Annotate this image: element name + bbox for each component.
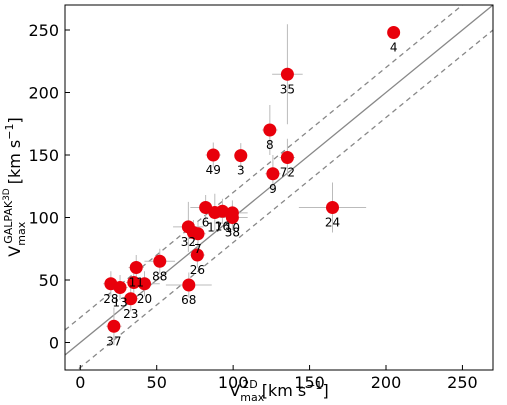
point-label: 4 [390,41,398,55]
point [124,292,138,306]
point-label: 7 [194,242,202,256]
reference-line [76,29,493,370]
x-tick-label: 150 [294,373,325,392]
label-part: max [240,391,264,404]
x-tick-label: 200 [371,373,402,392]
point-label: 6 [202,216,210,230]
point-label: 37 [106,334,121,348]
label-part: −1 [306,379,322,392]
point [326,201,339,214]
point-label: 10 [225,221,240,235]
point-label: 28 [103,292,118,306]
plot-area [65,5,493,370]
label-part: 2D [242,378,257,391]
x-tick-label: 100 [218,373,249,392]
point-label: 72 [280,166,295,180]
point-label: 13 [112,296,127,310]
point [186,226,200,239]
point [263,123,277,137]
point-label: 26 [190,263,205,277]
point-label: 11 [129,276,144,290]
label-part: ] [322,381,328,400]
point-label: 38 [225,226,240,240]
point [225,211,239,224]
y-tick-label: 150 [28,146,59,165]
point [387,26,401,39]
y-tick-label: 100 [28,209,59,228]
point [215,204,229,218]
label-part: GALPAK [2,200,15,244]
label-part: max [15,221,28,245]
point-label: 3 [237,164,245,178]
point-label: 9 [269,182,277,196]
label-part: V [229,381,240,400]
label-part: [km s [5,140,24,185]
y-tick-label: 50 [39,271,59,290]
point-label: 8 [266,138,274,152]
point-label: 16 [215,219,230,233]
label-part: −1 [3,124,16,140]
point-label: 24 [325,216,340,230]
point [107,319,121,333]
point [280,67,294,81]
label-part: ] [5,117,24,123]
point [190,248,204,262]
point-label: 68 [181,293,196,307]
point [280,151,294,164]
point-label: 88 [152,269,167,283]
y-tick-label: 200 [28,84,59,103]
y-axis-label: VmaxGALPAK3D [km s−1] [2,117,28,256]
point-label: 20 [137,292,152,306]
point-label: 23 [123,307,138,321]
point [266,167,280,181]
point [206,148,220,162]
point [113,281,127,294]
point [127,276,141,289]
point [234,149,248,163]
point [137,277,151,291]
x-axis-label: Vmax2D [km s−1] [229,378,328,404]
point-label: 35 [280,82,295,96]
point-label: 32 [181,235,196,249]
point [182,278,196,292]
y-tick-label: 250 [28,21,59,40]
point-label: 49 [206,163,221,177]
label-part: [km s [262,381,307,400]
label-part: V [5,246,24,257]
plot-frame [64,4,494,371]
x-tick-label: 0 [75,373,85,392]
x-tick-label: 50 [147,373,167,392]
point [129,261,143,274]
point-label: 17 [207,221,222,235]
label-part: 3D [2,188,12,201]
point [153,254,167,268]
y-tick-label: 0 [49,334,59,353]
x-tick-label: 250 [447,373,478,392]
